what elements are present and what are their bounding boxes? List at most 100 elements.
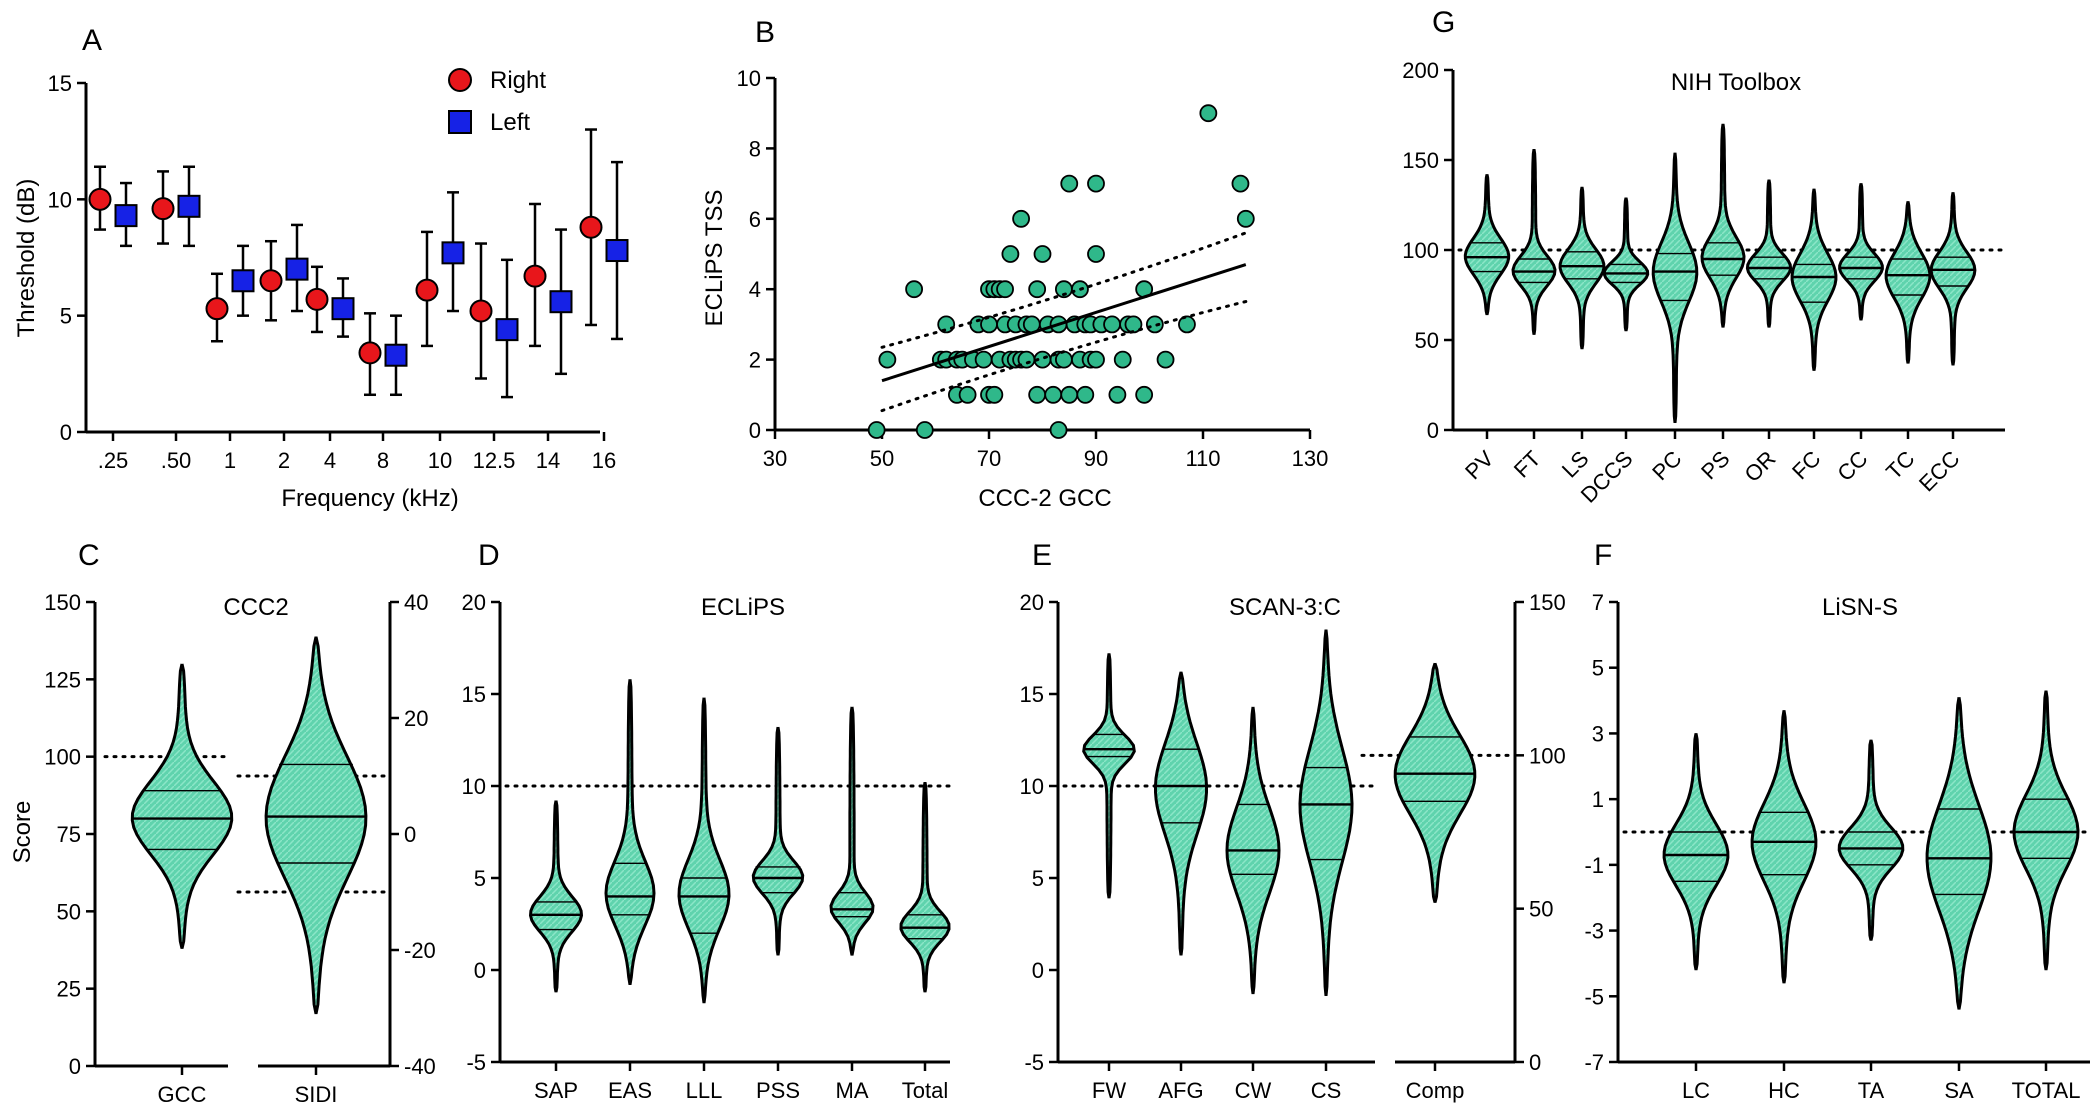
y-tick-label: 5 [474, 866, 486, 891]
x-tick-label: 70 [977, 446, 1001, 471]
violin-pc [1651, 152, 1699, 423]
data-point [1060, 174, 1079, 193]
left-ear-point [331, 297, 355, 321]
y-tick-label: -5 [466, 1050, 486, 1075]
violin-body [264, 636, 368, 1015]
violin-body [1884, 201, 1932, 364]
x-tick-label: 90 [1084, 446, 1108, 471]
left-ear-point [384, 343, 408, 367]
y2-tick-label: 40 [404, 590, 428, 615]
x-tick-label: 30 [763, 446, 787, 471]
panel-label-a: A [82, 24, 102, 57]
violin-cw [1225, 706, 1281, 995]
x-tick-label: SA [1944, 1078, 1974, 1103]
data-point [980, 315, 998, 334]
data-point [1060, 385, 1079, 404]
x-tick-label: TA [1858, 1078, 1885, 1103]
y-tick-label: 3 [1592, 721, 1604, 746]
data-point [1108, 385, 1127, 404]
data-point [1087, 174, 1105, 193]
x-tick-label: FC [1787, 446, 1825, 484]
x-tick-label: OR [1740, 446, 1781, 487]
x-tick-label: Total [902, 1078, 948, 1103]
data-point [1033, 245, 1052, 263]
x-tick-label: LLL [686, 1078, 723, 1103]
violin-lll [677, 697, 731, 1004]
data-point [905, 280, 923, 299]
chart-title: LiSN-S [1822, 594, 1898, 621]
right-ear-point [469, 299, 493, 323]
x-tick-label: CS [1311, 1078, 1342, 1103]
y-tick-label: 5 [1032, 866, 1044, 891]
violin-body [1745, 179, 1793, 328]
violin-or [1745, 179, 1793, 328]
y-tick-label: 15 [1020, 682, 1044, 707]
regression-line [881, 263, 1247, 383]
y-tick-label: 10 [48, 187, 72, 212]
x-tick-label: 50 [870, 446, 894, 471]
data-point [937, 315, 956, 334]
data-point [1156, 350, 1175, 369]
y-tick-label: 0 [474, 958, 486, 983]
x-tick-label: Comp [1406, 1078, 1465, 1103]
data-point [985, 385, 1004, 404]
y-tick-label: 0 [60, 420, 72, 445]
violin-body [604, 679, 656, 985]
y-tick-label: 0 [749, 418, 761, 443]
y-tick-label: 8 [749, 136, 761, 161]
y-axis-title: ECLiPS TSS [701, 190, 728, 327]
x-tick-label: MA [836, 1078, 869, 1103]
y-tick-label: 100 [44, 745, 81, 770]
data-point [1049, 421, 1068, 439]
data-point [1145, 315, 1164, 334]
right-ear-point [259, 269, 283, 293]
data-point [1178, 315, 1196, 334]
chart-title: NIH Toolbox [1671, 69, 1801, 96]
violin-dccs [1602, 197, 1650, 332]
data-point [1044, 385, 1063, 404]
x-tick-label: 130 [1292, 446, 1329, 471]
violin-comp [1393, 662, 1477, 903]
x-tick-label: 110 [1185, 446, 1220, 471]
y-tick-label: 100 [1402, 238, 1439, 263]
y-tick-label: 10 [462, 774, 486, 799]
violin-body [1298, 629, 1354, 996]
data-point [1028, 280, 1047, 299]
data-point [1135, 385, 1154, 404]
x-tick-label: 4 [324, 448, 336, 473]
x-tick-label: ECC [1914, 446, 1965, 497]
violin-total [899, 782, 951, 993]
y-tick-label: 20 [462, 590, 486, 615]
violin-ls [1558, 186, 1606, 350]
y-tick-label: 200 [1402, 58, 1439, 83]
y2-tick-label: 0 [1529, 1050, 1541, 1075]
y-tick-label: 50 [1415, 328, 1439, 353]
violin-body [829, 706, 875, 956]
right-ear-point [151, 197, 175, 221]
violin-fw [1082, 653, 1136, 899]
x-tick-label: .25 [98, 448, 129, 473]
violin-lc [1662, 733, 1730, 971]
x-tick-label: SIDI [295, 1082, 338, 1107]
y-tick-label: 10 [1020, 774, 1044, 799]
data-point [996, 280, 1014, 299]
y-tick-label: 5 [60, 304, 72, 329]
data-point [1001, 245, 1020, 263]
left-ear-point [549, 290, 573, 314]
x-tick-label: AFG [1158, 1078, 1203, 1103]
x-tick-label: 8 [377, 448, 389, 473]
x-tick-label: LC [1682, 1078, 1710, 1103]
y-tick-label: 75 [57, 822, 81, 847]
x-tick-label: CW [1235, 1078, 1272, 1103]
y-tick-label: 6 [749, 207, 761, 232]
chart-title: SCAN-3:C [1229, 594, 1341, 621]
violin-sap [528, 800, 584, 993]
left-ear-point [114, 204, 138, 228]
x-tick-label: PC [1647, 446, 1686, 485]
violin-body [1082, 653, 1136, 899]
panel-label-b: B [755, 16, 775, 49]
violin-sa [1925, 697, 1993, 1010]
data-point [1199, 104, 1218, 123]
y-tick-label: 4 [749, 277, 761, 302]
legend-left-label: Left [490, 109, 530, 136]
